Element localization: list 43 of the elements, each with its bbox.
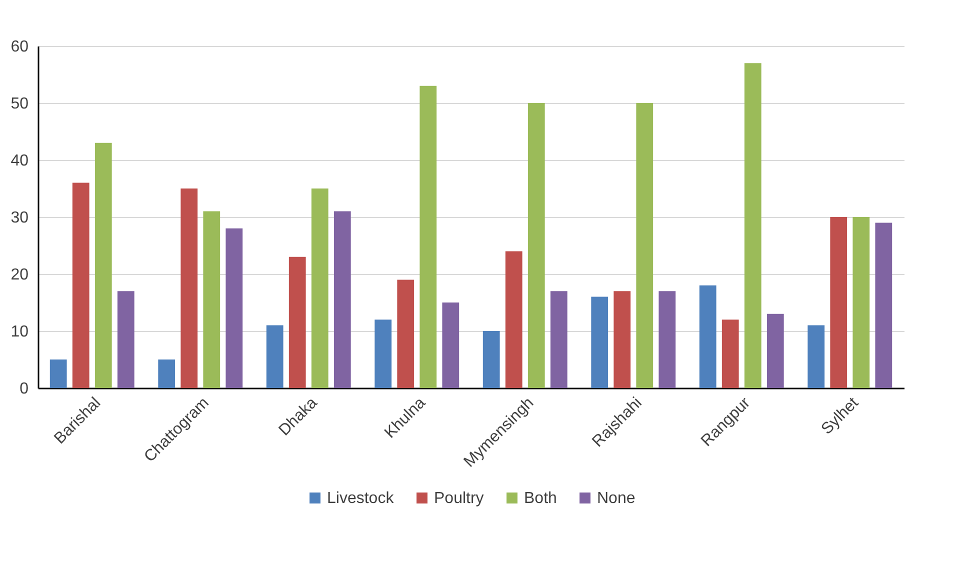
y-tick-label: 40 <box>10 152 29 170</box>
bar <box>875 222 892 388</box>
bar <box>311 188 328 388</box>
bar <box>203 211 220 388</box>
bar <box>442 302 460 388</box>
bar <box>852 217 870 388</box>
y-tick-label: 60 <box>10 38 29 56</box>
bar <box>397 280 414 388</box>
bar <box>226 228 243 388</box>
bar <box>658 291 676 388</box>
y-tick-label: 30 <box>10 210 29 226</box>
bar <box>505 251 522 388</box>
bar <box>180 188 198 388</box>
bar <box>117 291 134 388</box>
bar <box>766 314 784 388</box>
y-tick-label: 20 <box>10 266 29 284</box>
bar <box>94 142 112 388</box>
y-tick-label: 50 <box>10 96 29 112</box>
bar <box>550 291 568 388</box>
y-tick-label: 0 <box>20 380 29 398</box>
legend-label: None <box>597 490 636 507</box>
bar <box>50 360 67 388</box>
bar <box>72 182 90 388</box>
bar <box>722 320 739 388</box>
bar <box>482 331 500 388</box>
bar <box>158 360 176 388</box>
bar <box>528 103 545 388</box>
legend-label: Both <box>524 490 557 507</box>
bar <box>334 211 351 388</box>
bar <box>288 256 306 388</box>
y-tick-label: 10 <box>10 324 29 340</box>
bar <box>808 325 825 388</box>
bar <box>591 296 608 388</box>
bar <box>830 217 848 388</box>
bar <box>699 285 716 388</box>
bar <box>614 291 631 388</box>
legend-label: Livestock <box>327 490 395 507</box>
legend-label: Poultry <box>434 490 484 507</box>
bar <box>266 325 284 388</box>
bar <box>744 63 762 388</box>
bar <box>374 320 392 388</box>
bar <box>420 86 437 388</box>
bar <box>636 103 654 388</box>
